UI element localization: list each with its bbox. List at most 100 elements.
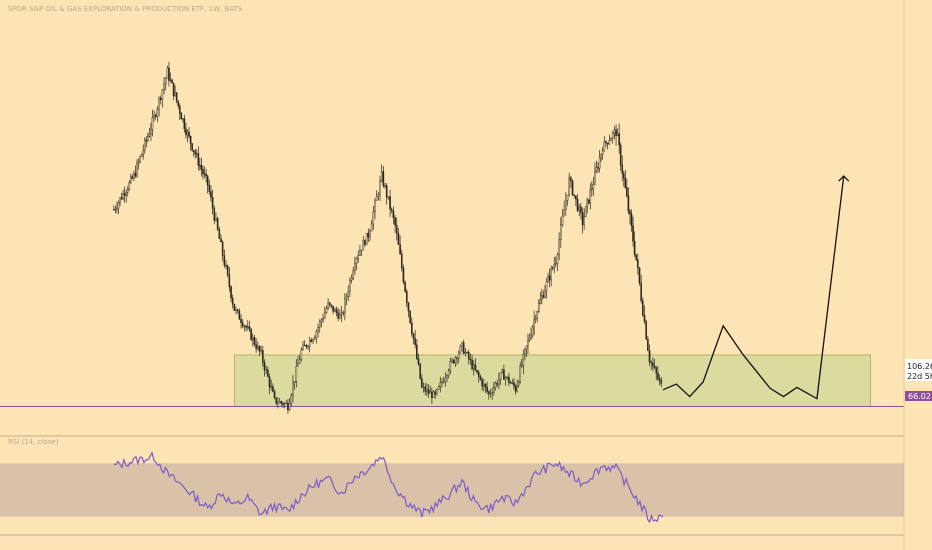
candle-body: [215, 217, 217, 221]
candle-body: [374, 200, 376, 213]
candle-body: [421, 378, 423, 388]
candle-body: [290, 395, 293, 404]
candle-body: [233, 303, 236, 311]
candle-body: [191, 143, 193, 151]
candle-body: [203, 173, 206, 175]
candle-body: [462, 342, 465, 354]
candle-body: [197, 153, 200, 166]
candle-body: [145, 139, 148, 141]
candle-body: [411, 322, 413, 334]
candle-body: [652, 362, 654, 367]
candle-body: [524, 348, 526, 355]
candle-body: [265, 369, 267, 371]
candle-body: [514, 385, 517, 392]
candle-body: [182, 118, 184, 120]
candle-body: [202, 169, 204, 174]
candle-body: [188, 131, 190, 137]
candle-body: [481, 379, 483, 387]
candle-body: [277, 402, 279, 404]
candle-body: [472, 364, 475, 370]
candle-body: [621, 164, 624, 174]
candle-body: [158, 98, 160, 110]
candle-body: [419, 363, 421, 379]
candle-body: [186, 131, 189, 136]
candle-body: [270, 386, 273, 388]
candle-body: [394, 217, 396, 226]
candle-body: [150, 128, 152, 135]
candle-body: [159, 98, 162, 100]
candle-body: [119, 197, 121, 203]
support-price-badge: [905, 391, 932, 401]
candle-body: [334, 309, 336, 312]
candle-body: [200, 165, 203, 170]
candle-body: [161, 89, 164, 100]
candle-body: [302, 344, 304, 350]
candle-body: [342, 312, 344, 314]
candle-body: [205, 173, 207, 176]
candle-body: [508, 376, 510, 383]
candle-body: [251, 337, 254, 341]
candle-body: [216, 217, 219, 230]
candle-body: [168, 67, 170, 81]
candle-body: [653, 365, 656, 368]
candle-body: [367, 232, 370, 238]
candle-body: [517, 381, 520, 386]
candle-body: [452, 359, 455, 364]
candle-body: [113, 209, 115, 211]
candle-body: [464, 351, 467, 354]
candle-body: [382, 171, 385, 186]
projection-path: [662, 176, 845, 400]
candle-body: [496, 382, 499, 385]
candle-body: [449, 361, 452, 371]
candle-body: [503, 369, 505, 380]
candle-body: [444, 377, 447, 383]
candle-body: [568, 177, 570, 196]
candle-body: [606, 142, 609, 145]
candle-body: [241, 322, 244, 327]
candle-body: [412, 333, 415, 339]
candle-body: [384, 185, 386, 187]
candle-body: [404, 281, 406, 292]
candle-body: [595, 167, 598, 172]
candle-body: [390, 208, 393, 212]
candle-body: [650, 361, 653, 364]
candle-body: [123, 193, 126, 196]
candle-body: [406, 291, 408, 303]
candle-body: [238, 310, 241, 320]
candle-body: [498, 378, 500, 385]
candle-body: [349, 279, 351, 293]
candle-body: [422, 386, 425, 388]
candle-body: [619, 145, 622, 166]
candle-body: [303, 344, 306, 346]
candle-body: [494, 382, 497, 388]
candle-body: [153, 115, 155, 118]
candle-body: [436, 388, 438, 395]
candle-body: [163, 83, 165, 91]
candle-body: [592, 184, 595, 190]
candle-body: [446, 375, 448, 379]
candle-body: [534, 318, 537, 320]
candle-body: [307, 345, 309, 348]
candle-body: [322, 317, 324, 321]
candle-body: [345, 296, 348, 299]
candle-body: [537, 303, 540, 312]
candle-body: [516, 385, 518, 392]
candle-body: [137, 161, 140, 164]
candle-body: [525, 345, 528, 350]
candle-body: [287, 402, 289, 411]
candle-body: [476, 369, 478, 373]
candle-body: [156, 108, 159, 117]
candle-body: [313, 337, 316, 340]
candle-body: [395, 225, 398, 234]
candle-body: [192, 149, 195, 152]
candle-body: [603, 141, 606, 152]
candle-body: [206, 175, 209, 186]
candle-body: [325, 308, 328, 313]
candle-body: [332, 305, 334, 312]
candle-body: [260, 350, 262, 352]
candle-body: [310, 339, 313, 342]
candle-body: [457, 352, 460, 359]
candle-body: [360, 249, 363, 252]
candle-body: [295, 365, 298, 382]
